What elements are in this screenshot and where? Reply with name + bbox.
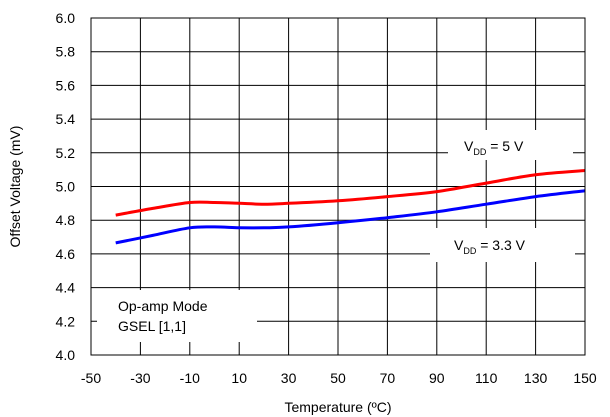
x-tick-label: -10	[180, 370, 200, 386]
series-lines	[115, 169, 586, 245]
mode-label-line1: Op-amp Mode	[118, 298, 208, 314]
plot-frame	[90, 17, 586, 356]
y-tick-label: 4.0	[56, 347, 76, 363]
y-tick-label: 5.0	[56, 179, 76, 195]
y-tick-label: 5.8	[56, 44, 76, 60]
label-33v: VDD = 3.3 V	[454, 237, 526, 256]
x-tick-label: 70	[380, 370, 396, 386]
series-line-vdd-3v3	[115, 189, 586, 245]
mode-label-bg	[97, 290, 257, 342]
y-axis-label: Offset Voltage (mV)	[7, 126, 23, 248]
y-tick-label: 4.4	[56, 280, 76, 296]
x-tick-label: 90	[429, 370, 445, 386]
y-tick-labels: 4.0 4.2 4.4 4.6 4.8 5.0 5.2 5.4 5.6 5.8 6.0	[56, 10, 76, 363]
y-tick-label: 6.0	[56, 10, 76, 26]
y-tick-label: 5.4	[56, 111, 76, 127]
x-tick-label: -30	[130, 370, 150, 386]
x-tick-label: 130	[524, 370, 548, 386]
x-tick-label: 50	[330, 370, 346, 386]
y-tick-label: 4.8	[56, 212, 76, 228]
y-tick-label: 5.2	[56, 145, 76, 161]
x-axis-label: Temperature (ºC)	[284, 399, 391, 415]
x-tick-label: 110	[475, 370, 498, 386]
label-5v-bg	[448, 130, 573, 160]
label-5v: VDD = 5 V	[464, 138, 524, 157]
y-tick-label: 4.6	[56, 246, 76, 262]
y-tick-label: 4.2	[56, 313, 76, 329]
mode-label-line2: GSEL [1,1]	[118, 318, 186, 334]
x-tick-label: 10	[231, 370, 247, 386]
x-tick-labels: -50 -30 -10 10 30 50 70 90 110 130 150	[81, 370, 597, 386]
x-tick-label: -50	[81, 370, 101, 386]
y-tick-label: 5.6	[56, 77, 76, 93]
series-line-vdd-5v	[115, 169, 586, 217]
x-tick-label: 150	[573, 370, 597, 386]
label-33v-bg	[430, 228, 575, 262]
x-tick-label: 30	[281, 370, 297, 386]
